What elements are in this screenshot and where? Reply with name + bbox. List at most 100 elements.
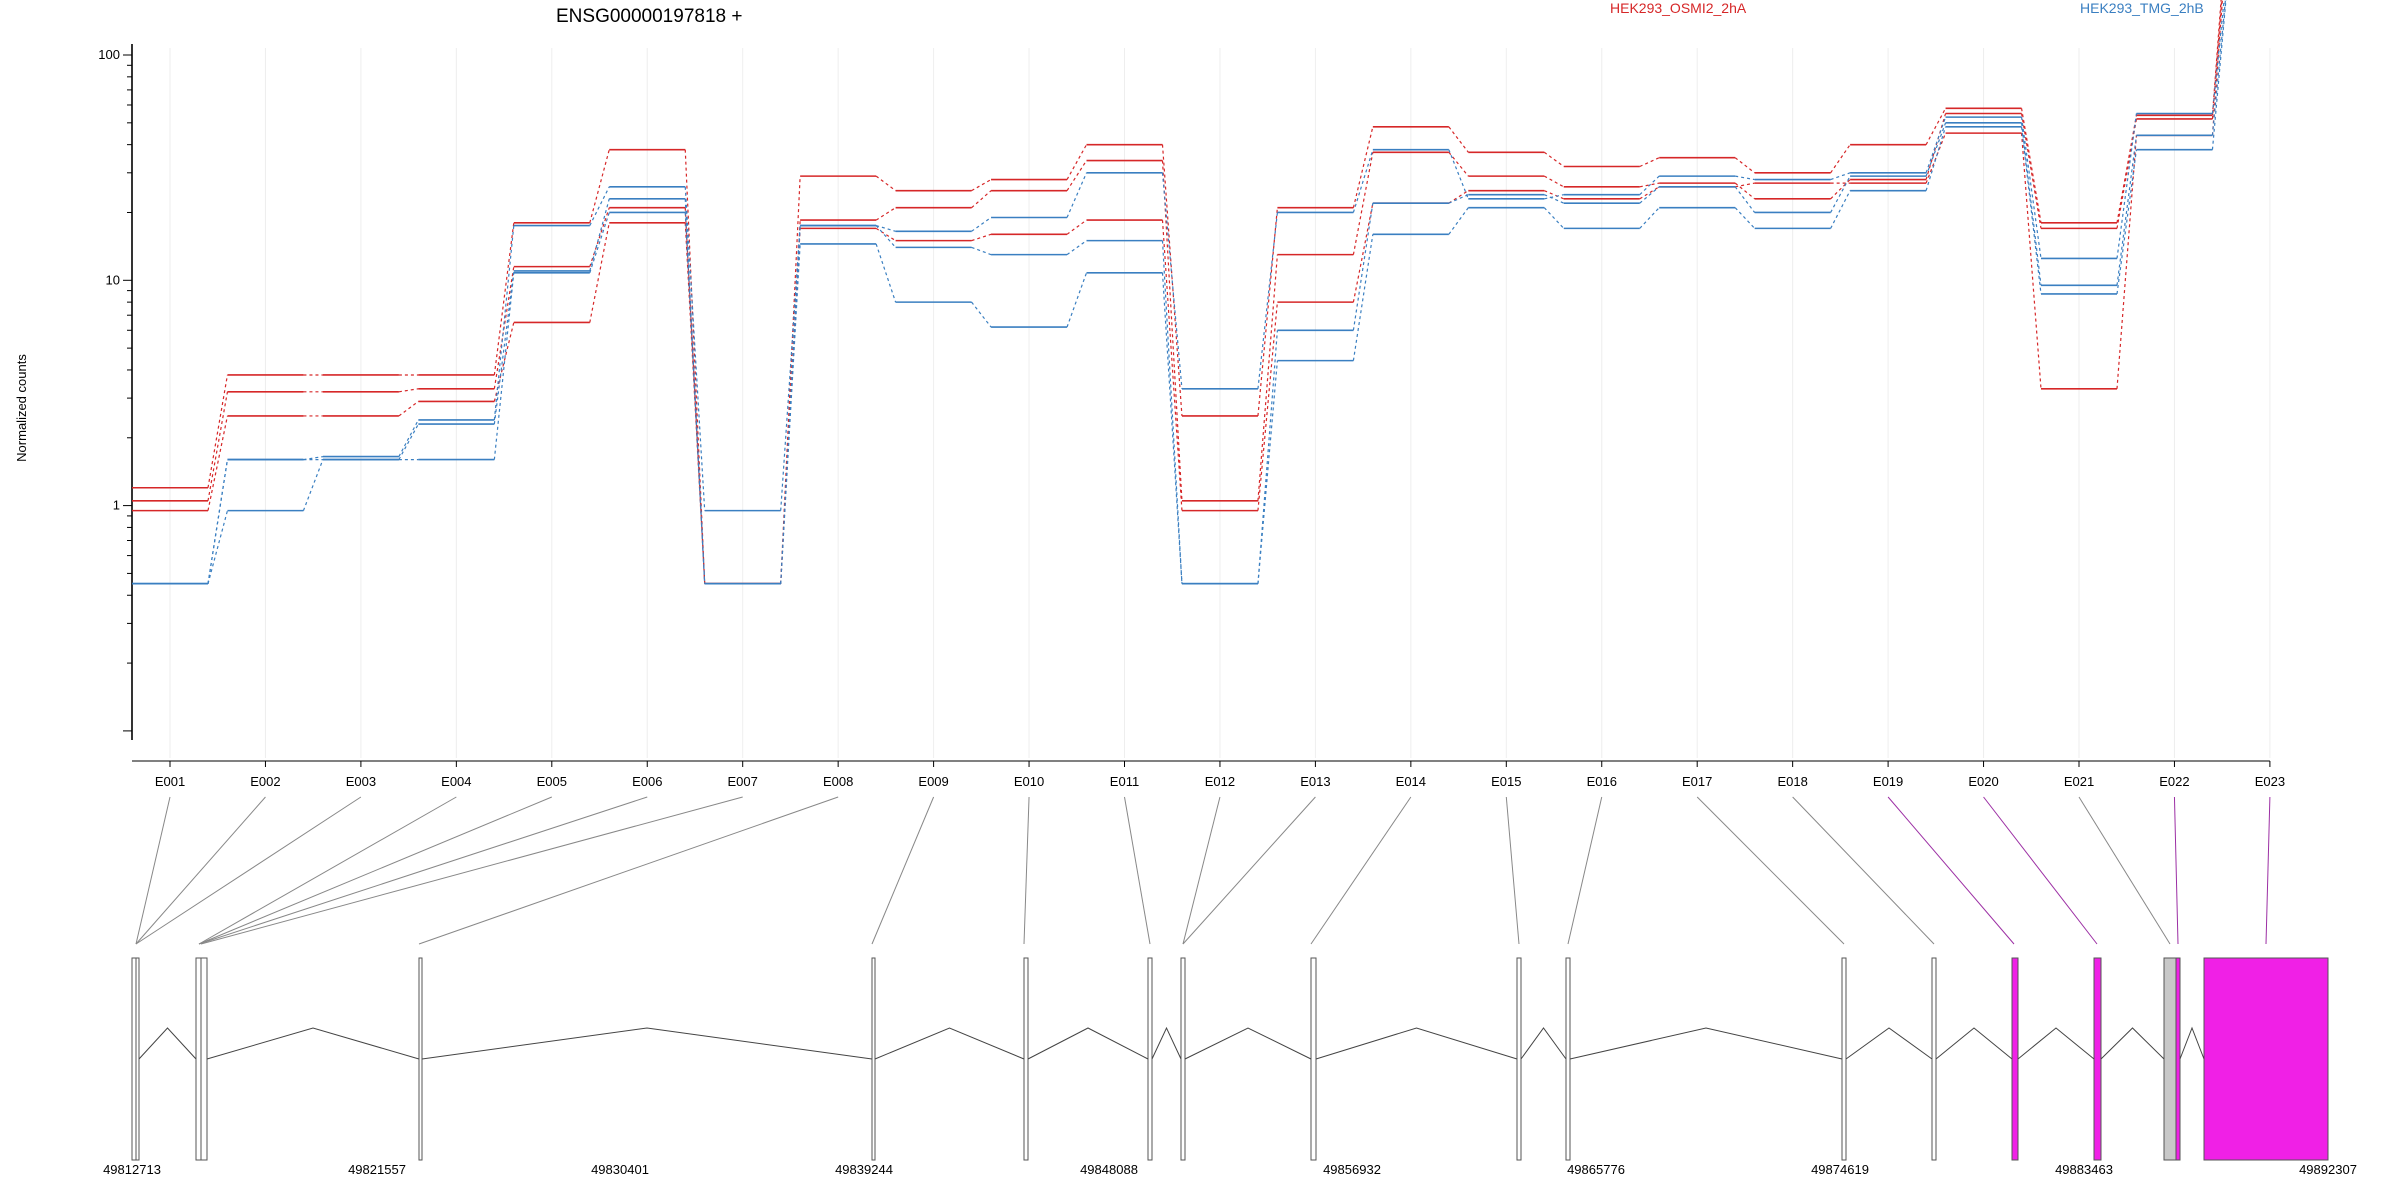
x-tick-label: E018: [1777, 774, 1807, 789]
x-tick-label: E004: [441, 774, 471, 789]
connector: [1448, 126, 1469, 153]
coordinate-label: 49839244: [835, 1162, 893, 1177]
exon-link-line: [1792, 796, 1935, 945]
connector: [2020, 108, 2042, 223]
exon-link-line: [2078, 796, 2171, 945]
connector: [493, 270, 515, 425]
connector: [1544, 194, 1564, 204]
connector: [2116, 113, 2138, 259]
exon-link-line: [135, 796, 171, 945]
connector: [875, 243, 897, 303]
connector: [1543, 207, 1565, 229]
exon-link-line: [1124, 796, 1151, 945]
x-tick-label: E023: [2255, 774, 2285, 789]
intron-line: [138, 1027, 197, 1060]
connector: [1735, 175, 1755, 181]
connector: [207, 459, 229, 584]
x-tick-label: E003: [346, 774, 376, 789]
connector: [589, 186, 610, 226]
exon-link-line: [1182, 796, 1221, 945]
x-tick-label: E019: [1873, 774, 1903, 789]
connector: [2116, 135, 2138, 389]
connector: [1066, 240, 1087, 256]
exon-link-line: [1567, 796, 1603, 945]
exon-link-line: [1310, 796, 1412, 945]
connector: [589, 222, 610, 323]
exon-box: [1310, 957, 1317, 1161]
connector: [684, 186, 706, 511]
connector: [2020, 126, 2042, 294]
connector: [1925, 108, 1947, 145]
exon-link-line: [198, 796, 552, 945]
connector: [1830, 190, 1851, 229]
exon-box: [871, 957, 876, 1161]
exon-link-line: [1182, 796, 1316, 945]
connector: [875, 224, 896, 232]
intron-line: [874, 1027, 1025, 1060]
exon-link-line: [135, 796, 362, 945]
connector: [1830, 172, 1851, 181]
x-tick-label: E013: [1300, 774, 1330, 789]
x-tick-label: E011: [1110, 774, 1139, 789]
intron-line: [2179, 1026, 2205, 1060]
x-tick-label: E015: [1491, 774, 1521, 789]
connector: [780, 225, 801, 511]
plot-area: 1 10 100 E001 E002 E003 E004 E005 E006 E007 E008 E0…: [98, 0, 2285, 789]
connector: [1639, 175, 1660, 196]
exon-box: [1841, 957, 1847, 1161]
exon-box: [1931, 957, 1937, 1161]
exon-box: [1023, 957, 1029, 1161]
connector: [589, 212, 610, 273]
connector: [684, 198, 706, 584]
connector: [1830, 144, 1851, 174]
connector: [398, 423, 419, 460]
connector: [1161, 160, 1183, 501]
exon-box: [2093, 957, 2102, 1161]
connector: [2211, 0, 2222, 116]
legend-entry-1: HEK293_TMG_2hB: [2080, 0, 2204, 16]
exon-link-line: [418, 796, 839, 945]
intron-line: [1315, 1027, 1518, 1060]
x-tick-label: E008: [823, 774, 853, 789]
connector: [1830, 179, 1851, 200]
connector: [1448, 151, 1469, 177]
exon-link-line: [2173, 796, 2179, 945]
exon-box: [2175, 957, 2181, 1161]
exon-link-line: [198, 796, 648, 945]
connector: [1735, 182, 1755, 188]
exon-link-line: [1505, 796, 1520, 945]
coordinate-label: 49865776: [1567, 1162, 1625, 1177]
connector: [2211, 0, 2225, 114]
exon-box: [1565, 957, 1571, 1161]
intron-line: [1184, 1027, 1312, 1060]
connector: [1352, 152, 1374, 255]
intron-line: [1569, 1027, 1843, 1060]
coordinate-label: 49874619: [1811, 1162, 1869, 1177]
y-tick-label: 100: [98, 47, 120, 62]
y-axis-label: Normalized counts: [14, 354, 29, 462]
x-tick-label: E014: [1396, 774, 1426, 789]
x-tick-label: E020: [1968, 774, 1998, 789]
connector: [875, 225, 897, 248]
connector: [207, 510, 229, 584]
connector: [1639, 157, 1660, 168]
intron-line: [1027, 1027, 1149, 1060]
connector: [875, 207, 896, 221]
gene-model: 49812713 49821557 49830401 49839244 49848088…: [103, 957, 2357, 1177]
connector: [1066, 272, 1088, 328]
exon-link-line: [135, 796, 266, 945]
connector: [971, 233, 992, 242]
connector: [1352, 203, 1374, 331]
connector: [1066, 160, 1088, 191]
connector: [2116, 135, 2138, 286]
x-tick-label: E009: [918, 774, 948, 789]
exon-box: [2163, 957, 2177, 1161]
connector: [1066, 144, 1088, 180]
exon-link-line: [1983, 796, 2098, 945]
x-tick-label: E007: [728, 774, 758, 789]
connector: [207, 374, 229, 488]
exon-box: [131, 957, 137, 1161]
connector: [1925, 122, 1947, 177]
connector: [398, 388, 419, 393]
